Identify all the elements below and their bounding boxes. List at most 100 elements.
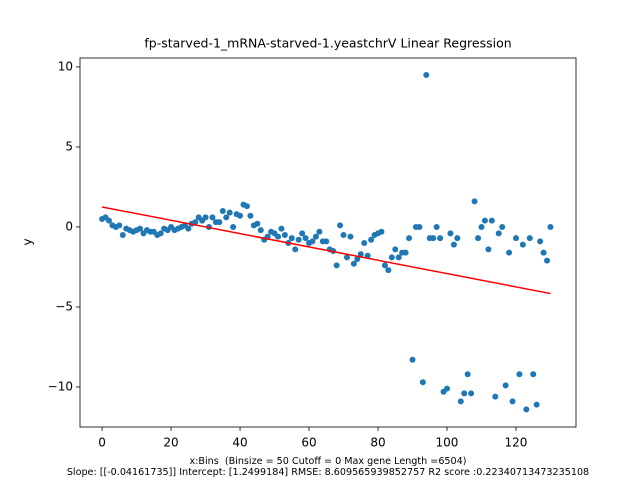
point <box>443 385 450 392</box>
point <box>544 257 551 264</box>
point <box>368 236 375 243</box>
point <box>406 235 413 242</box>
point <box>537 238 544 245</box>
point <box>464 371 471 378</box>
point <box>309 238 316 245</box>
point <box>488 217 495 224</box>
point <box>223 214 230 221</box>
point <box>437 235 444 242</box>
point <box>509 398 516 405</box>
point <box>461 390 468 397</box>
regression-line <box>101 206 551 295</box>
point <box>157 230 164 237</box>
point <box>433 223 440 230</box>
point <box>105 217 112 224</box>
x-tick-label: 40 <box>232 436 247 450</box>
point <box>361 239 368 246</box>
y-tick-label: 10 <box>58 59 73 73</box>
point <box>516 371 523 378</box>
point <box>185 225 192 232</box>
point <box>495 230 502 237</box>
point <box>499 223 506 230</box>
point <box>247 212 254 219</box>
point <box>506 249 513 256</box>
point <box>478 223 485 230</box>
point <box>402 249 409 256</box>
point <box>430 235 437 242</box>
x-axis-label: Slope: [[-0.04161735]] Intercept: [1.249… <box>67 467 589 478</box>
point <box>316 228 323 235</box>
point <box>333 262 340 269</box>
point <box>526 235 533 242</box>
point <box>475 235 482 242</box>
point <box>226 209 233 216</box>
point <box>502 382 509 389</box>
x-tick-label: 60 <box>301 436 316 450</box>
point <box>471 198 478 205</box>
chart-title: fp-starved-1_mRNA-starved-1.yeastchrV Li… <box>144 36 511 51</box>
point <box>192 219 199 226</box>
point <box>323 238 330 245</box>
point <box>219 207 226 214</box>
point <box>295 236 302 243</box>
x-axis-label: x:Bins (Binsize = 50 Cutoff = 0 Max gene… <box>190 456 467 467</box>
point <box>257 227 264 234</box>
point <box>388 254 395 261</box>
point <box>337 222 344 229</box>
point <box>381 262 388 269</box>
plot-frame <box>79 57 577 428</box>
point <box>457 398 464 405</box>
point <box>137 225 144 232</box>
point <box>395 254 402 261</box>
point <box>230 223 237 230</box>
point <box>447 230 454 237</box>
point <box>468 390 475 397</box>
y-tick-label: −5 <box>55 299 73 313</box>
point <box>392 246 399 253</box>
point <box>340 231 347 238</box>
point <box>119 231 126 238</box>
point <box>254 220 261 227</box>
point <box>485 246 492 253</box>
point <box>419 379 426 386</box>
point <box>519 241 526 248</box>
point <box>409 356 416 363</box>
y-tick-label: 5 <box>65 139 73 153</box>
point <box>292 246 299 253</box>
point <box>278 225 285 232</box>
x-tick-label: 0 <box>98 436 106 450</box>
point <box>347 233 354 240</box>
point <box>385 267 392 274</box>
point <box>454 235 461 242</box>
point <box>416 223 423 230</box>
x-tick-label: 100 <box>436 436 459 450</box>
point <box>540 249 547 256</box>
point <box>274 233 281 240</box>
point <box>450 241 457 248</box>
point <box>547 223 554 230</box>
point <box>343 254 350 261</box>
point <box>481 217 488 224</box>
point <box>523 406 530 413</box>
y-tick-label: −10 <box>48 379 73 393</box>
point <box>237 212 244 219</box>
point <box>216 219 223 226</box>
point <box>312 233 319 240</box>
x-tick-label: 20 <box>163 436 178 450</box>
point <box>354 255 361 262</box>
point <box>378 228 385 235</box>
point <box>299 230 306 237</box>
x-tick-label: 80 <box>370 436 385 450</box>
y-axis-label: y <box>21 238 35 245</box>
point <box>512 235 519 242</box>
point <box>530 371 537 378</box>
point <box>281 231 288 238</box>
y-tick-label: 0 <box>65 219 73 233</box>
point <box>492 393 499 400</box>
point <box>533 401 540 408</box>
point <box>116 222 123 229</box>
point <box>357 251 364 258</box>
x-tick-label: 120 <box>505 436 528 450</box>
point <box>209 214 216 221</box>
